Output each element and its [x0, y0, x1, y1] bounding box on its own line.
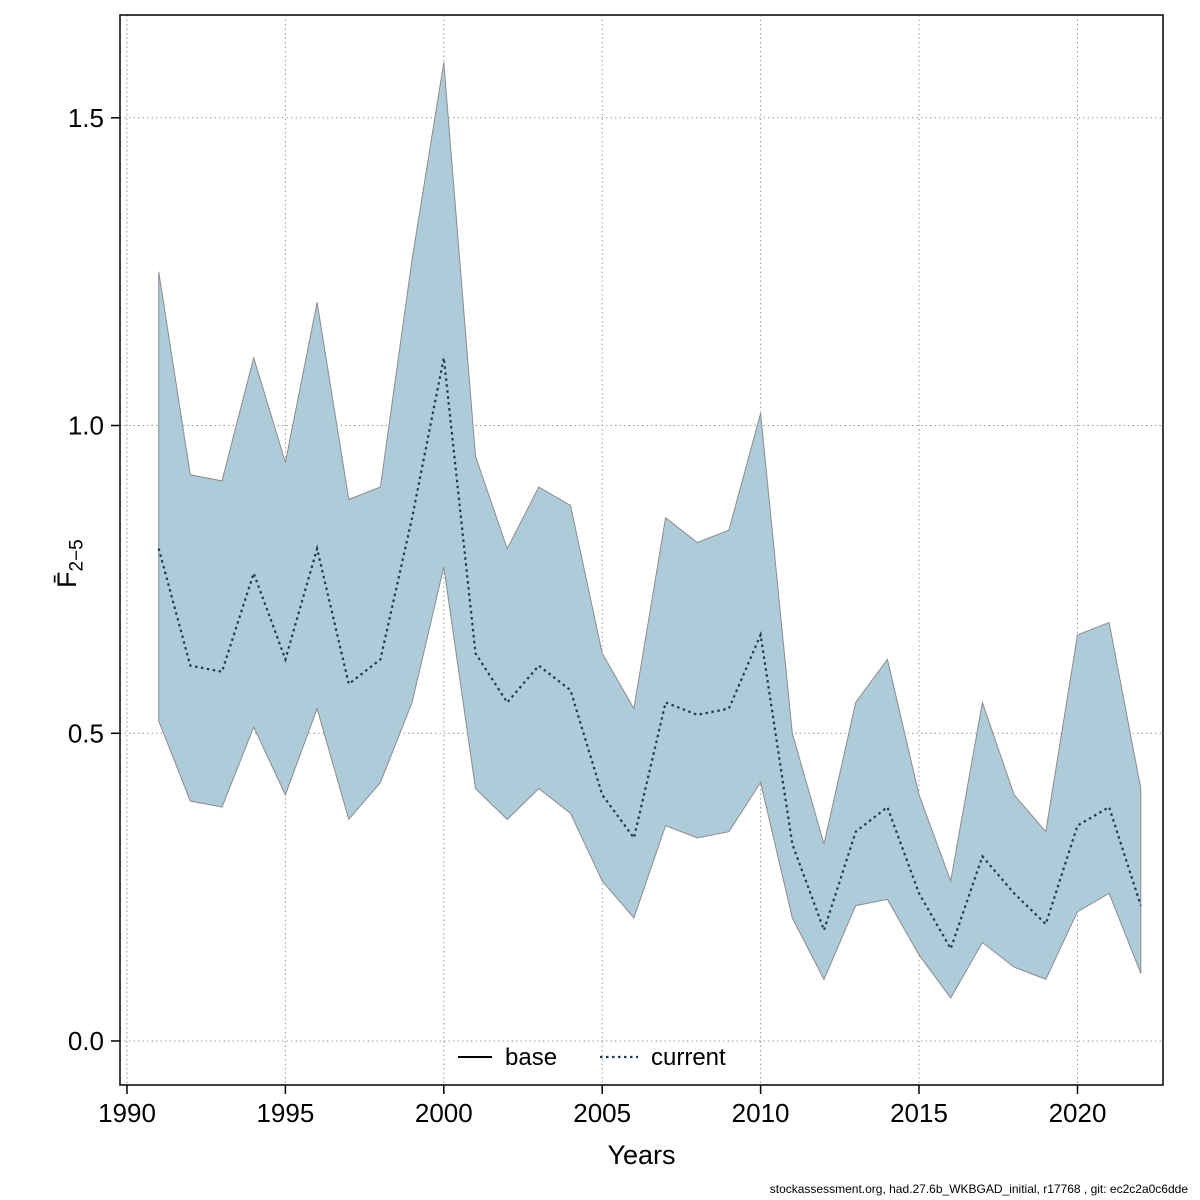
y-tick-label: 0.5 [68, 718, 104, 748]
x-tick-label: 2010 [732, 1098, 790, 1128]
x-axis-label: Years [607, 1140, 676, 1170]
legend-label-current: current [651, 1044, 726, 1071]
y-tick-label: 1.5 [68, 103, 104, 133]
legend-label-base: base [505, 1044, 557, 1071]
plot-border [119, 14, 1164, 1086]
y-axis-label: F̄2−5 [52, 539, 88, 588]
y-axis-label-symbol: F̄ [52, 571, 82, 589]
y-axis-label-subscript: 2−5 [66, 539, 88, 572]
footer-attribution: stockassessment.org, had.27.6b_WKBGAD_in… [769, 1182, 1188, 1196]
x-tick-label: 2015 [890, 1098, 948, 1128]
x-tick-label: 2005 [573, 1098, 631, 1128]
x-tick-label: 2020 [1049, 1098, 1107, 1128]
y-tick-label: 1.0 [68, 411, 104, 441]
current-line [157, 357, 1142, 952]
confidence-band [158, 62, 1142, 999]
x-tick-label: 1995 [256, 1098, 314, 1128]
x-tick-label: 1990 [98, 1098, 156, 1128]
y-tick-label: 0.0 [68, 1026, 104, 1056]
x-tick-label: 2000 [415, 1098, 473, 1128]
